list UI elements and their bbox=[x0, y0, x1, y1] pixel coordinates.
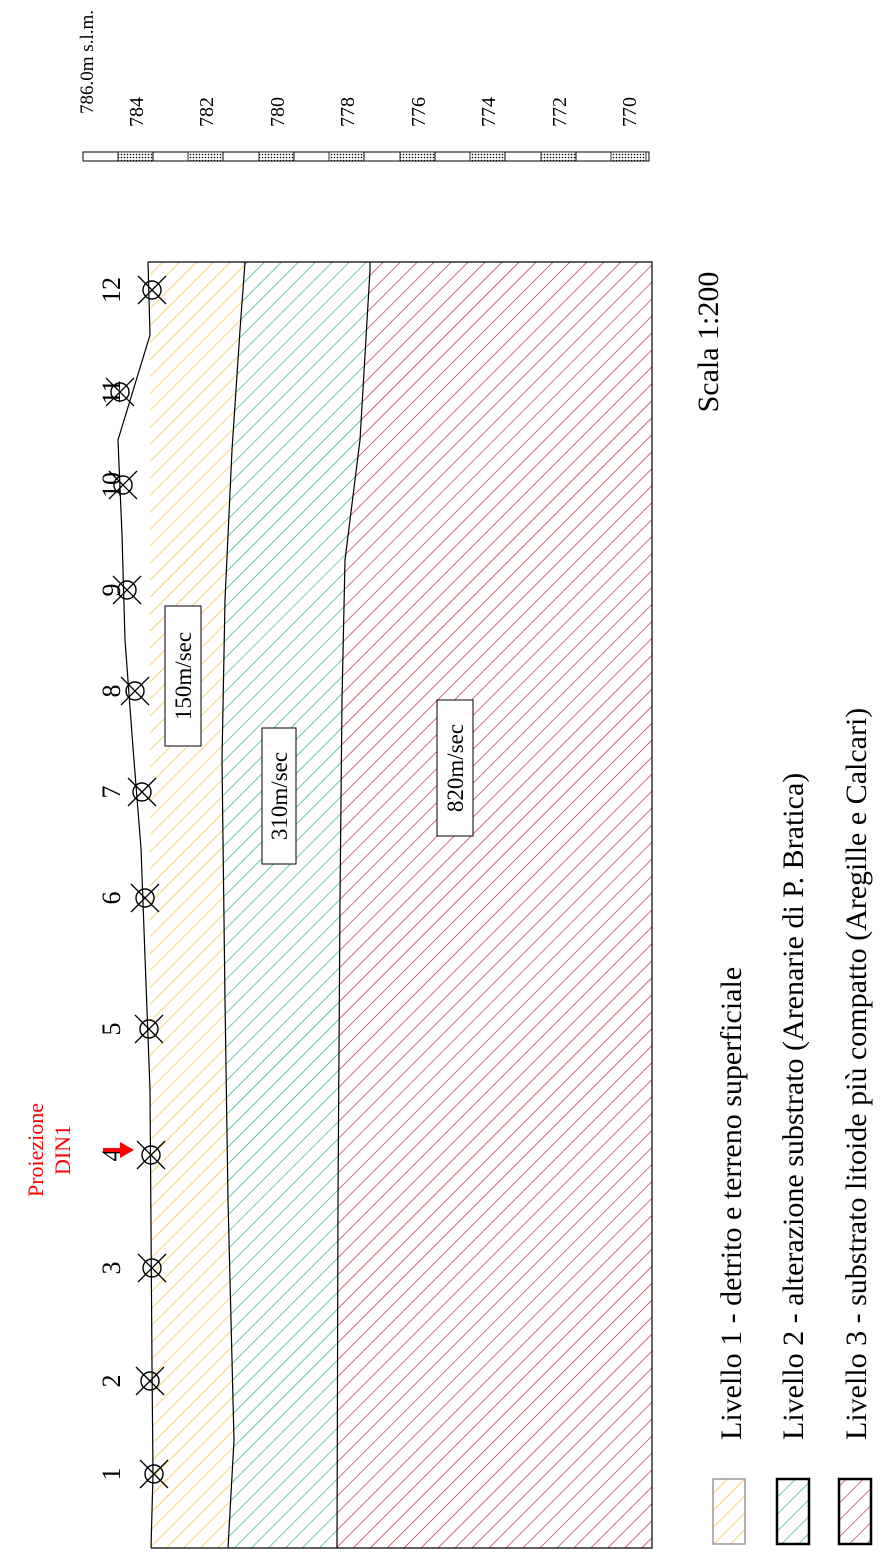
geophone-label: 5 bbox=[97, 1023, 126, 1036]
geophone-8: 8 bbox=[97, 676, 150, 706]
legend-swatch-layer-1 bbox=[712, 1478, 746, 1545]
projection-marker: Proiezione DIN1 bbox=[23, 1103, 134, 1197]
legend-swatch-layer-2 bbox=[775, 1477, 811, 1546]
legend-text-layer-2: Livello 2 - alterazione substrato (Arena… bbox=[777, 773, 810, 1440]
geophone-label: 1 bbox=[97, 1468, 126, 1481]
above-ground-mask bbox=[118, 262, 153, 1548]
geophone-label: 9 bbox=[97, 584, 126, 597]
elevation-scale-bar: 786.0m s.l.m. bbox=[77, 10, 650, 162]
ground-surface-line bbox=[117, 261, 154, 1549]
geophone-label: 11 bbox=[97, 379, 126, 404]
geophone-label: 7 bbox=[97, 786, 126, 799]
geophone-label: 2 bbox=[97, 1375, 126, 1388]
section-border bbox=[148, 261, 653, 1549]
elevation-tick-label: 776 bbox=[408, 97, 430, 127]
elevation-tick-label: 784 bbox=[126, 97, 148, 127]
elevation-tick-label: 778 bbox=[337, 97, 359, 127]
geophone-2: 2 bbox=[97, 1366, 165, 1396]
velocity-text-layer-1: 150m/sec bbox=[171, 632, 196, 720]
interface-1-2-line bbox=[221, 261, 246, 1549]
interface-2-3-line bbox=[336, 262, 371, 1549]
projection-label-line1: Proiezione bbox=[23, 1103, 48, 1197]
legend-text-layer-3: Livello 3 - substrato litoide più compat… bbox=[840, 708, 873, 1440]
geophone-5: 5 bbox=[97, 1014, 164, 1044]
geophone-label: 8 bbox=[97, 685, 126, 698]
velocity-label-layer-3: 820m/sec bbox=[436, 699, 474, 837]
geophone-6: 6 bbox=[97, 883, 160, 913]
elevation-tick-label: 782 bbox=[196, 97, 218, 127]
geophone-label: 12 bbox=[97, 277, 126, 303]
layer-1-fill bbox=[150, 262, 245, 1548]
geophone-12: 12 bbox=[97, 275, 167, 305]
elevation-top-label: 786.0m s.l.m. bbox=[77, 10, 98, 114]
elevation-tick-label: 772 bbox=[549, 97, 571, 127]
geophone-7: 7 bbox=[97, 777, 157, 807]
geophone-label: 10 bbox=[97, 472, 126, 498]
elevation-tick-label: 780 bbox=[267, 97, 289, 127]
geophone-11: 11 bbox=[97, 377, 135, 407]
elevation-tick-label: 774 bbox=[478, 97, 500, 127]
geophone-1: 1 bbox=[97, 1459, 169, 1489]
projection-label-line2: DIN1 bbox=[50, 1125, 75, 1175]
velocity-label-layer-1: 150m/sec bbox=[164, 605, 202, 747]
geophone-9: 9 bbox=[97, 575, 142, 605]
geophone-label: 3 bbox=[97, 1262, 126, 1275]
geophone-10: 10 bbox=[97, 470, 138, 500]
elevation-tick-label: 770 bbox=[619, 97, 641, 127]
legend-swatch-layer-3 bbox=[837, 1477, 873, 1546]
legend: Livello 1 - detrito e terreno superficia… bbox=[712, 708, 873, 1546]
elevation-tick-labels: 784 782 780 778 776 774 772 770 bbox=[126, 97, 641, 127]
legend-text-layer-1: Livello 1 - detrito e terreno superficia… bbox=[715, 967, 748, 1440]
velocity-text-layer-3: 820m/sec bbox=[443, 724, 468, 812]
geophone-label: 6 bbox=[97, 892, 126, 905]
scale-label: Scala 1:200 bbox=[692, 272, 725, 413]
velocity-text-layer-2: 310m/sec bbox=[267, 752, 292, 840]
geophone-3: 3 bbox=[97, 1253, 167, 1283]
velocity-label-layer-2: 310m/sec bbox=[261, 727, 297, 865]
